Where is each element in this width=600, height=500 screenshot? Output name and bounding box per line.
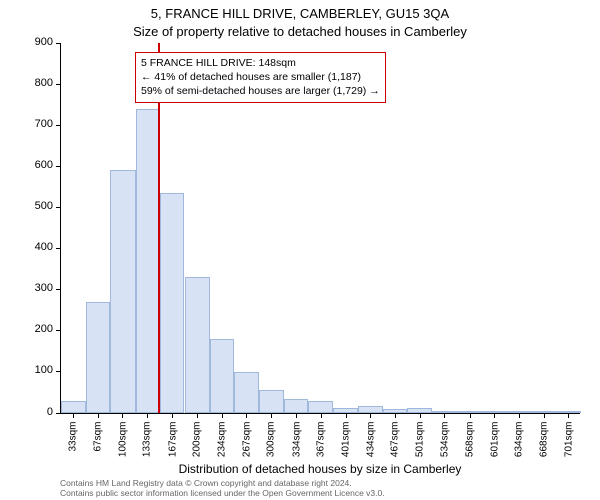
y-tick-label: 800 [35, 77, 53, 89]
chart-title-line2: Size of property relative to detached ho… [0, 24, 600, 39]
y-tick-label: 900 [35, 36, 53, 48]
annotation-line: 59% of semi-detached houses are larger (… [141, 84, 380, 98]
histogram-bar [110, 170, 135, 413]
x-tick [246, 413, 247, 418]
histogram-bar [210, 339, 234, 413]
x-tick [519, 413, 520, 418]
x-tick [172, 413, 173, 418]
x-tick [420, 413, 421, 418]
x-tick [296, 413, 297, 418]
x-tick-label: 534sqm [439, 422, 450, 462]
x-tick [494, 413, 495, 418]
x-tick-label: 267sqm [241, 422, 252, 462]
x-tick [470, 413, 471, 418]
annotation-line: 5 FRANCE HILL DRIVE: 148sqm [141, 56, 380, 70]
chart-container: 5, FRANCE HILL DRIVE, CAMBERLEY, GU15 3Q… [0, 0, 600, 500]
y-tick-label: 400 [35, 241, 53, 253]
histogram-bar [259, 390, 284, 413]
x-tick [370, 413, 371, 418]
x-tick-label: 568sqm [465, 422, 476, 462]
x-tick-label: 100sqm [117, 422, 128, 462]
histogram-bar [284, 399, 308, 413]
footer-line1: Contains HM Land Registry data © Crown c… [60, 478, 580, 488]
x-tick [122, 413, 123, 418]
x-tick-label: 701sqm [563, 422, 574, 462]
x-tick [222, 413, 223, 418]
annotation-box: 5 FRANCE HILL DRIVE: 148sqm← 41% of deta… [135, 52, 386, 103]
x-tick-label: 33sqm [68, 422, 79, 462]
x-tick [395, 413, 396, 418]
x-tick [544, 413, 545, 418]
x-tick [271, 413, 272, 418]
histogram-bar [358, 406, 382, 413]
x-tick [568, 413, 569, 418]
x-tick-label: 200sqm [192, 422, 203, 462]
histogram-bar [160, 193, 184, 413]
x-tick-label: 300sqm [266, 422, 277, 462]
x-tick-label: 501sqm [415, 422, 426, 462]
x-tick-label: 334sqm [291, 422, 302, 462]
x-tick-label: 467sqm [390, 422, 401, 462]
x-tick [321, 413, 322, 418]
y-tick-label: 600 [35, 159, 53, 171]
annotation-line: ← 41% of detached houses are smaller (1,… [141, 70, 380, 84]
y-tick-label: 100 [35, 364, 53, 376]
histogram-bar [61, 401, 86, 413]
x-tick [197, 413, 198, 418]
x-tick [346, 413, 347, 418]
histogram-bar [86, 302, 110, 413]
x-tick-label: 67sqm [93, 422, 104, 462]
y-tick-label: 300 [35, 282, 53, 294]
footer-line2: Contains public sector information licen… [60, 488, 580, 498]
x-tick-label: 133sqm [142, 422, 153, 462]
y-tick-label: 0 [47, 406, 53, 418]
histogram-bar [185, 277, 210, 413]
x-tick [73, 413, 74, 418]
histogram-bar [234, 372, 258, 413]
histogram-bar [136, 109, 160, 413]
x-tick-label: 367sqm [316, 422, 327, 462]
x-tick-label: 434sqm [365, 422, 376, 462]
y-tick-label: 700 [35, 118, 53, 130]
x-axis-label: Distribution of detached houses by size … [60, 462, 580, 476]
x-tick [444, 413, 445, 418]
x-tick-label: 601sqm [489, 422, 500, 462]
x-tick [147, 413, 148, 418]
y-tick-label: 200 [35, 323, 53, 335]
chart-title-line1: 5, FRANCE HILL DRIVE, CAMBERLEY, GU15 3Q… [0, 6, 600, 21]
x-tick-label: 167sqm [167, 422, 178, 462]
x-tick-label: 401sqm [341, 422, 352, 462]
x-tick-label: 634sqm [514, 422, 525, 462]
x-tick-label: 234sqm [217, 422, 228, 462]
histogram-bar [308, 401, 332, 413]
x-tick-label: 668sqm [539, 422, 550, 462]
y-tick-label: 500 [35, 200, 53, 212]
x-tick [98, 413, 99, 418]
footer-attribution: Contains HM Land Registry data © Crown c… [60, 478, 580, 498]
